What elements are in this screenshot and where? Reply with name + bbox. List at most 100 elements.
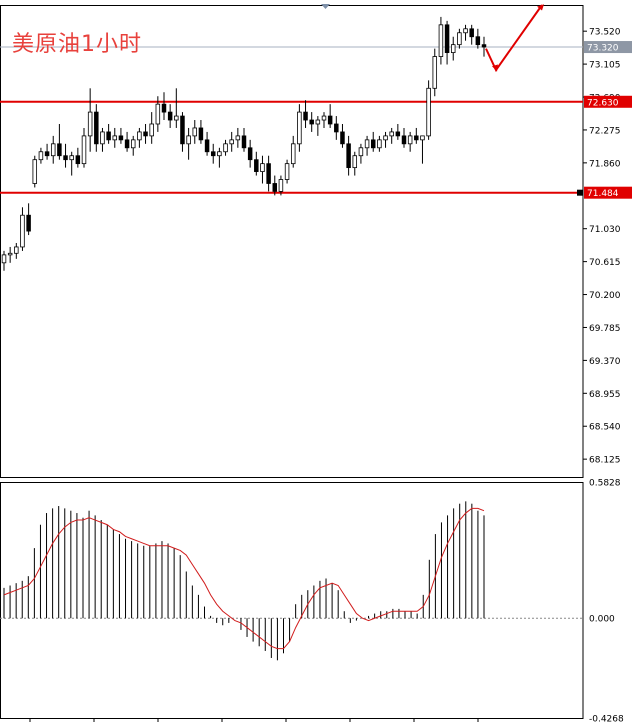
candle-body	[284, 163, 290, 180]
candle-body	[235, 135, 241, 141]
candle-body	[198, 127, 204, 141]
candle-body	[278, 179, 284, 192]
candle-body	[420, 135, 425, 141]
candle-body	[94, 111, 99, 145]
candle-body	[401, 135, 407, 145]
candle-body	[118, 135, 124, 141]
candle-body	[100, 131, 105, 145]
candle-body	[81, 135, 87, 165]
candle-body	[457, 32, 462, 46]
candle-body	[14, 246, 19, 254]
current-price-label: 73.320	[587, 44, 619, 54]
candle-body	[247, 147, 253, 161]
level-price-tag	[584, 186, 632, 199]
candle-body	[210, 151, 216, 157]
candle-body	[204, 139, 210, 153]
candle-body	[272, 183, 278, 192]
candle-body	[450, 44, 456, 53]
candle-body	[290, 143, 296, 165]
y-axis-tick-label: 73.105	[589, 61, 621, 71]
candle-body	[377, 139, 382, 149]
main-pane-frame	[0, 5, 584, 478]
candle-body	[63, 155, 68, 161]
candle-body	[315, 119, 321, 125]
y-axis-tick-label: 69.785	[589, 324, 621, 334]
candle-body	[174, 115, 179, 121]
candle-body	[321, 115, 327, 121]
candle-body	[254, 159, 259, 172]
level-price-label: 71.484	[587, 189, 619, 199]
candle-body	[260, 163, 265, 172]
candle-body	[44, 151, 50, 157]
candle-body	[327, 115, 333, 125]
candle-body	[7, 252, 13, 256]
level-handle	[577, 189, 583, 196]
candle-body	[352, 155, 358, 169]
candle-body	[192, 127, 198, 137]
oscillator-pane-frame	[0, 482, 584, 719]
candle-body	[69, 155, 74, 161]
candle-body	[50, 143, 56, 157]
level-price-label: 72.630	[587, 98, 619, 108]
y-axis-tick-label: 68.125	[589, 456, 621, 466]
candle-body	[180, 115, 185, 145]
candle-body	[137, 131, 142, 141]
candle-body	[75, 155, 81, 165]
candle-body	[303, 111, 308, 121]
candle-body	[57, 143, 62, 157]
candle-body	[309, 119, 314, 125]
level-price-tag	[584, 95, 632, 108]
candle-body	[38, 151, 44, 161]
candle-body	[106, 131, 111, 141]
candle-body	[112, 135, 118, 141]
candle-body	[389, 131, 394, 137]
candle-body	[426, 87, 431, 137]
y-axis-tick-label: 69.370	[589, 357, 621, 367]
oscillator-tick-label: -0.4268	[589, 715, 624, 722]
candle-body	[481, 44, 487, 48]
candle-body	[469, 28, 474, 38]
arrow-up-icon	[537, 4, 544, 11]
y-axis-tick-label: 71.860	[589, 159, 621, 169]
y-axis-tick-label: 72.275	[589, 126, 621, 136]
candle-body	[229, 139, 234, 145]
candle-body	[407, 135, 413, 145]
y-axis-tick-label: 73.520	[589, 28, 621, 38]
arrow-down-icon	[492, 64, 498, 72]
candle-body	[161, 103, 167, 113]
candle-body	[395, 131, 401, 137]
candle-body	[266, 163, 271, 184]
candle-body	[186, 135, 191, 145]
candle-body	[223, 143, 228, 153]
candle-body	[432, 56, 438, 89]
candle-body	[32, 159, 38, 184]
candle-body	[167, 111, 173, 121]
projection-path	[485, 4, 543, 73]
candle-body	[26, 214, 31, 232]
candle-body	[370, 139, 376, 149]
candle-body	[340, 131, 345, 145]
candle-body	[383, 135, 388, 141]
y-axis-tick-label: 68.540	[589, 423, 621, 433]
candle-body	[297, 111, 302, 145]
oscillator-signal-line	[3, 507, 485, 650]
y-axis-tick-label: 70.200	[589, 291, 621, 301]
candle-body	[87, 111, 93, 137]
candle-body	[20, 214, 25, 248]
candle-body	[334, 123, 339, 133]
candle-body	[143, 131, 148, 137]
candle-body	[1, 254, 7, 264]
candle-body	[463, 28, 468, 34]
current-price-tag	[584, 41, 632, 54]
candle-body	[364, 139, 370, 149]
candle-body	[241, 135, 247, 149]
candle-body	[475, 36, 481, 46]
oscillator-tick-label: 0.000	[589, 615, 615, 625]
candle-body	[438, 24, 444, 57]
candle-body	[346, 143, 351, 169]
y-axis-tick-label: 68.955	[589, 390, 621, 400]
candle-body	[149, 123, 154, 137]
y-axis-tick-label: 70.615	[589, 258, 621, 268]
